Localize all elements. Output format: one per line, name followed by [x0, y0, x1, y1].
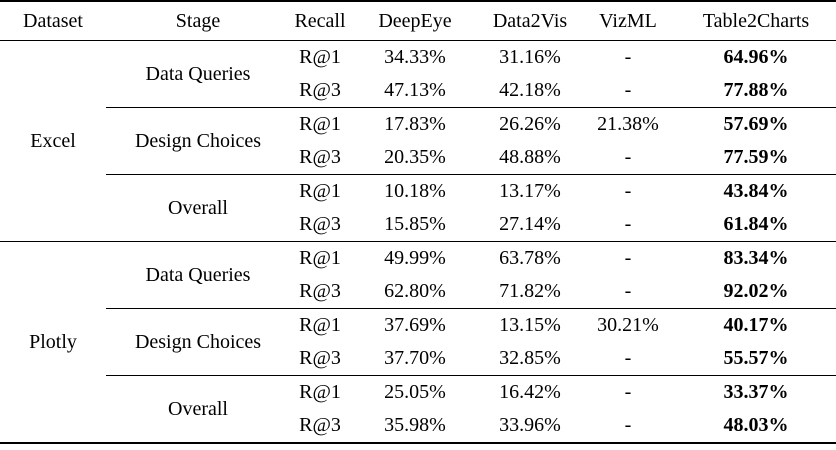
dataset-cell: Plotly [0, 241, 106, 443]
table2charts-value: 48.03% [723, 414, 789, 436]
dataset-cell: Excel [30, 129, 76, 152]
table2charts-value: 77.59% [723, 146, 789, 168]
table-row: Plotly Data Queries R@1 49.99% 63.78% - … [0, 241, 836, 443]
recall-cell: R@1 [299, 46, 341, 68]
recall-cell: R@3 [299, 213, 341, 235]
vizml-value: - [624, 414, 632, 436]
vizml-value: - [624, 46, 632, 68]
vizml-value: - [624, 280, 632, 302]
data2vis-value: 71.82% [499, 280, 561, 302]
deepeye-value: 49.99% [350, 241, 480, 275]
deepeye-value: 35.98% [384, 414, 446, 436]
deepeye-value: 37.69% [350, 308, 480, 342]
stage-cell: Design Choices [106, 107, 290, 175]
recall-cell: R@3 [299, 146, 341, 168]
table-row: R@3 35.98% 33.96% - 48.03% [0, 409, 836, 443]
table-row: Overall R@1 25.05% 16.42% - 33.37% [0, 375, 836, 443]
vizml-value: - [580, 241, 676, 275]
deepeye-value: 20.35% [384, 146, 446, 168]
data2vis-value: 31.16% [499, 46, 561, 68]
data2vis-value: 48.88% [499, 146, 561, 168]
table-row: Excel Data Queries R@1 34.33% 31.16% - 6… [0, 41, 836, 152]
table-row: R@3 37.70% 32.85% - 55.57% [0, 342, 836, 376]
vizml-value: - [580, 375, 676, 409]
table2charts-value: 33.37% [676, 375, 836, 409]
table2charts-value: 83.34% [676, 241, 836, 275]
stage-cell: Data Queries [106, 241, 290, 309]
stage-cell: Data Queries [145, 62, 251, 85]
stage-cell: Overall [106, 375, 290, 443]
recall-cell: R@3 [299, 414, 341, 436]
recall-cell: R@1 [290, 241, 350, 275]
recall-cell: R@3 [299, 347, 341, 369]
deepeye-value: 47.13% [384, 79, 446, 101]
col-header-dataset: Dataset [0, 1, 106, 41]
vizml-value: - [624, 146, 632, 168]
deepeye-value: 62.80% [384, 280, 446, 302]
col-header-vizml: VizML [580, 1, 676, 41]
data2vis-value: 42.18% [499, 79, 561, 101]
table-row: R@3 62.80% 71.82% - 92.02% [0, 275, 836, 309]
deepeye-value: 34.33% [384, 46, 446, 68]
data2vis-value: 13.15% [480, 308, 580, 342]
table-row: Overall R@1 10.18% 13.17% - 43.84% [0, 174, 836, 242]
recall-cell: R@1 [290, 375, 350, 409]
data2vis-value: 63.78% [480, 241, 580, 275]
data2vis-value: 16.42% [480, 375, 580, 409]
table2charts-value: 40.17% [676, 308, 836, 342]
vizml-value: - [624, 213, 632, 235]
deepeye-value: 15.85% [384, 213, 446, 235]
table2charts-value: 92.02% [723, 280, 789, 302]
recall-cell: R@1 [290, 308, 350, 342]
vizml-value: - [624, 347, 632, 369]
table2charts-value: 57.69% [676, 107, 836, 141]
table2charts-value: 55.57% [723, 347, 789, 369]
data2vis-value: 32.85% [499, 347, 561, 369]
col-header-stage: Stage [106, 1, 290, 41]
table-row: R@3 47.13% 42.18% - 77.88% [0, 74, 836, 108]
vizml-value: 30.21% [580, 308, 676, 342]
data2vis-value: 13.17% [480, 174, 580, 208]
recall-cell: R@3 [299, 280, 341, 302]
deepeye-value: 17.83% [350, 107, 480, 141]
table2charts-value: 77.88% [723, 79, 789, 101]
deepeye-value: 37.70% [384, 347, 446, 369]
col-header-table2charts: Table2Charts [676, 1, 836, 41]
table2charts-value: 61.84% [723, 213, 789, 235]
recall-cell: R@1 [290, 174, 350, 208]
deepeye-value: 25.05% [350, 375, 480, 409]
col-header-deepeye: DeepEye [350, 1, 480, 41]
table-row: Design Choices R@1 17.83% 26.26% 21.38% … [0, 107, 836, 175]
vizml-value: - [624, 79, 632, 101]
table-row: R@3 20.35% 48.88% - 77.59% [0, 141, 836, 175]
col-header-recall: Recall [290, 1, 350, 41]
table2charts-value: 64.96% [723, 46, 789, 68]
col-header-data2vis: Data2Vis [480, 1, 580, 41]
data2vis-value: 26.26% [480, 107, 580, 141]
stage-cell: Overall [106, 174, 290, 242]
table-row: R@3 15.85% 27.14% - 61.84% [0, 208, 836, 242]
vizml-value: 21.38% [580, 107, 676, 141]
data2vis-value: 27.14% [499, 213, 561, 235]
recall-cell: R@1 [290, 107, 350, 141]
vizml-value: - [580, 174, 676, 208]
table-row: Design Choices R@1 37.69% 13.15% 30.21% … [0, 308, 836, 376]
header-row: Dataset Stage Recall DeepEye Data2Vis Vi… [0, 1, 836, 41]
table2charts-value: 43.84% [676, 174, 836, 208]
recall-cell: R@3 [299, 79, 341, 101]
stage-cell: Design Choices [106, 308, 290, 376]
deepeye-value: 10.18% [350, 174, 480, 208]
data2vis-value: 33.96% [499, 414, 561, 436]
